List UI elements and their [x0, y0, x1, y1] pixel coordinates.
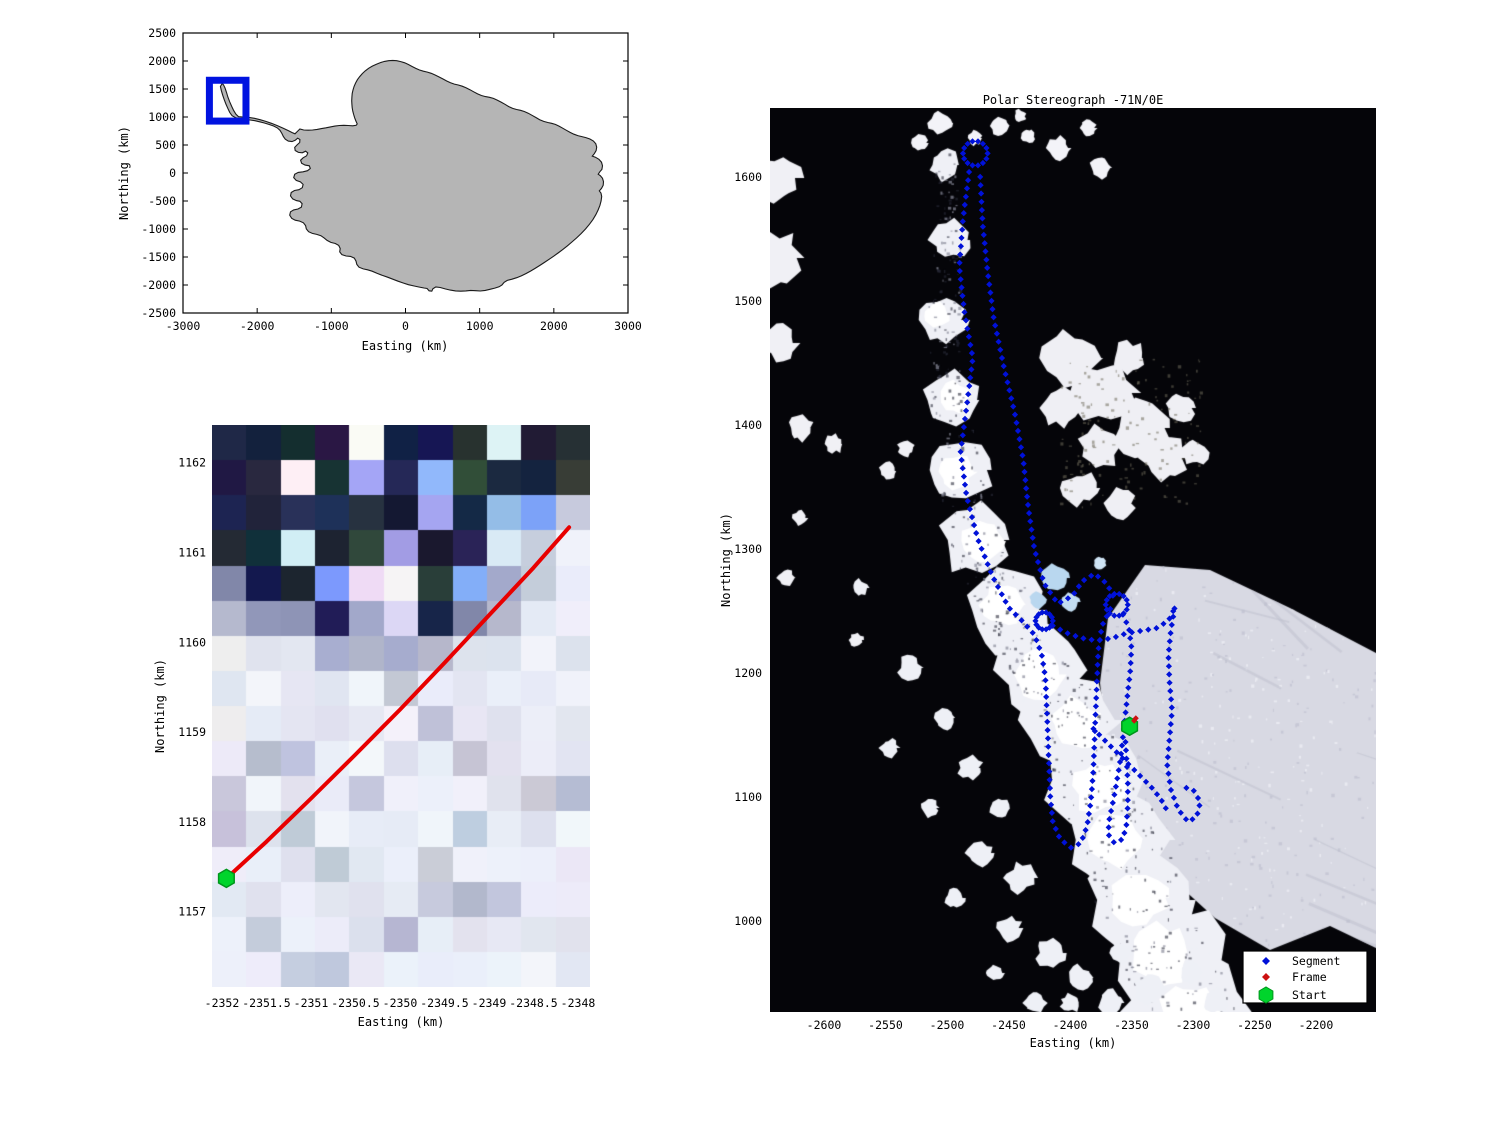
- overview-xlabel: Easting (km): [362, 339, 449, 353]
- x-tick-label: -3000: [166, 319, 201, 333]
- y-tick-label: 1157: [178, 905, 206, 919]
- x-tick-label: -2351.5: [242, 996, 290, 1010]
- y-tick-label: -1500: [141, 250, 176, 264]
- zoom-ylabel: Northing (km): [153, 659, 167, 753]
- x-tick-label: -2450: [991, 1018, 1026, 1032]
- overview-plot: -3000 -2000 -1000 0 1000 2000 3000 2500 2000 1500…: [141, 26, 642, 333]
- start-marker: [217, 868, 235, 889]
- legend-label: Frame: [1292, 970, 1327, 984]
- roi-box: [205, 76, 250, 125]
- x-tick-label: -2350.5: [331, 996, 379, 1010]
- y-tick-label: 1400: [734, 418, 762, 432]
- y-tick-label: 1162: [178, 456, 206, 470]
- zoom-plot: -2352 -2351.5 -2351 -2350.5 -2350 -2349.5 -234…: [178, 456, 595, 1010]
- x-tick-label: -1000: [314, 319, 349, 333]
- x-tick-label: 3000: [614, 319, 642, 333]
- satellite-image: [770, 108, 1376, 1012]
- y-tick-label: 1300: [734, 542, 762, 556]
- legend-label: Segment: [1292, 954, 1340, 968]
- x-tick-label: -2350: [1114, 1018, 1149, 1032]
- x-tick-label: -2351: [294, 996, 329, 1010]
- y-tick-label: 1161: [178, 545, 206, 559]
- segment-track-markers: [956, 138, 1203, 851]
- y-tick-label: -500: [148, 194, 176, 208]
- legend-label: Start: [1292, 988, 1327, 1002]
- frame-markers: [1131, 715, 1139, 724]
- x-tick-label: -2600: [807, 1018, 842, 1032]
- main-xlabel: Easting (km): [1030, 1036, 1117, 1050]
- x-tick-label: -2400: [1053, 1018, 1088, 1032]
- main-ylabel: Northing (km): [719, 513, 733, 607]
- y-tick-label: 1000: [148, 110, 176, 124]
- x-tick-label: -2250: [1237, 1018, 1272, 1032]
- y-tick-label: 1000: [734, 914, 762, 928]
- y-tick-label: 1100: [734, 790, 762, 804]
- x-tick-label: -2500: [930, 1018, 965, 1032]
- x-tick-label: -2349: [472, 996, 507, 1010]
- y-tick-label: 0: [169, 166, 176, 180]
- x-tick-label: 2000: [540, 319, 568, 333]
- x-tick-label: 1000: [466, 319, 494, 333]
- x-tick-label: -2350: [383, 996, 418, 1010]
- x-tick-label: -2348: [561, 996, 596, 1010]
- x-tick-label: -2200: [1299, 1018, 1334, 1032]
- x-tick-label: -2000: [240, 319, 275, 333]
- track-line: [224, 525, 572, 881]
- x-tick-label: -2348.5: [509, 996, 557, 1010]
- y-tick-label: 1160: [178, 635, 206, 649]
- x-tick-label: -2550: [868, 1018, 903, 1032]
- y-tick-label: 1600: [734, 170, 762, 184]
- y-tick-label: -2000: [141, 278, 176, 292]
- legend-frame-marker: [1262, 973, 1270, 981]
- x-tick-label: -2300: [1176, 1018, 1211, 1032]
- y-tick-label: 1500: [734, 294, 762, 308]
- y-tick-label: 1158: [178, 815, 206, 829]
- legend-start-marker: [1258, 986, 1274, 1004]
- y-tick-label: 500: [155, 138, 176, 152]
- x-tick-label: 0: [402, 319, 409, 333]
- legend-segment-marker: [1262, 957, 1270, 965]
- antarctica-outline: [219, 59, 605, 292]
- zoom-xlabel: Easting (km): [358, 1015, 445, 1029]
- overview-ylabel: Northing (km): [117, 126, 131, 220]
- x-tick-label: -2352: [205, 996, 240, 1010]
- y-tick-label: -2500: [141, 306, 176, 320]
- y-tick-label: 1200: [734, 666, 762, 680]
- y-tick-label: 2500: [148, 26, 176, 40]
- main-plot: -2600 -2550 -2500 -2450 -2400 -2350 -2300 -2250…: [734, 138, 1368, 1032]
- y-tick-label: -1000: [141, 222, 176, 236]
- main-title: Polar Stereograph -71N/0E: [983, 93, 1164, 107]
- y-tick-label: 2000: [148, 54, 176, 68]
- y-tick-label: 1159: [178, 725, 206, 739]
- y-tick-label: 1500: [148, 82, 176, 96]
- x-tick-label: -2349.5: [420, 996, 468, 1010]
